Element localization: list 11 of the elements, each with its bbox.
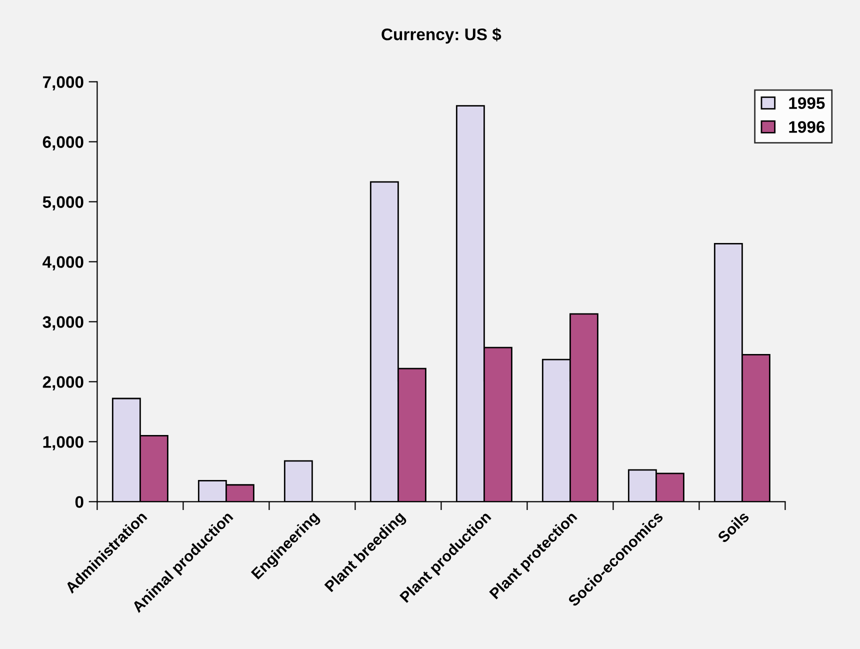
legend-label: 1995 [789,97,825,110]
y-tick-label: 7,000 [43,76,84,90]
y-tick-label: 3,000 [42,316,84,330]
y-tick-label: 4,000 [42,256,84,270]
y-tick-label: 5,000 [42,196,84,210]
y-tick-label: 0 [75,496,84,508]
legend-label: 1996 [789,121,825,133]
y-tick-label: 2,000 [42,376,84,390]
y-tick-label: 1,000 [43,436,84,450]
y-tick-label: 6,000 [42,136,84,150]
chart-title: Currency: US $ [382,28,502,44]
